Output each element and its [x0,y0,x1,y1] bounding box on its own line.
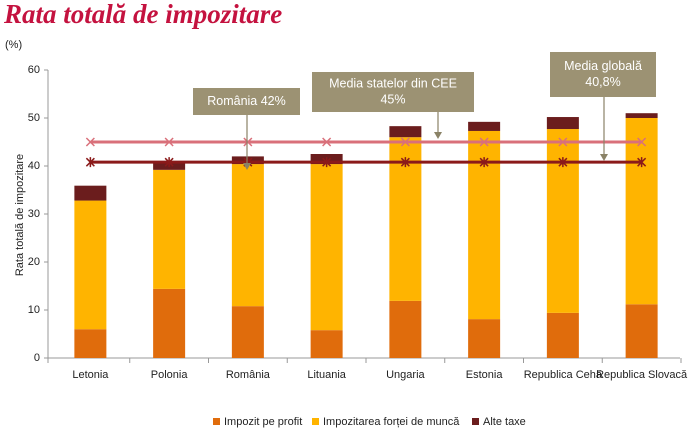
bar-segment [546,117,579,130]
bar-segment [468,121,501,131]
reference-marker [85,157,95,168]
callout-arrowhead [600,154,608,161]
bar-segment [74,329,107,358]
legend-swatch [312,418,319,425]
reference-marker [164,137,174,147]
bar-segment [153,288,186,358]
x-tick-label: Lituania [307,369,346,381]
x-tick-label: Republica Slovacă [596,369,688,381]
reference-marker [637,157,647,168]
bar-segment [546,129,579,313]
unit-label: (%) [5,39,22,51]
bar-segment [468,319,501,358]
reference-marker [637,137,647,147]
bar-segment [625,113,658,118]
reference-marker [322,137,332,147]
y-tick-label: 40 [28,160,40,172]
legend-label: Alte taxe [483,416,526,428]
x-tick-label: Estonia [466,369,504,381]
callout-arrowhead [243,163,251,170]
reference-marker [400,137,410,147]
bar-segment [74,200,107,330]
y-tick-label: 20 [28,256,40,268]
bar-segment [625,118,658,305]
reference-marker [479,137,489,147]
legend-label: Impozitarea forței de muncă [323,416,460,428]
bar-segment [153,169,186,289]
reference-marker [85,137,95,147]
y-tick-label: 30 [28,208,40,220]
callout-text: Media globală [564,59,642,73]
callout-text: România 42% [207,94,286,108]
x-tick-label: România [226,369,271,381]
y-tick-label: 10 [28,304,40,316]
legend-label: Impozit pe profit [224,416,302,428]
callout-text: 45% [380,92,405,106]
legend-swatch [472,418,479,425]
bar-segment [389,300,422,358]
callout-box [550,52,656,97]
chart-title: Rata totală de impozitare [3,0,282,29]
bar-segment [625,304,658,358]
reference-marker [400,157,410,168]
bar-segment [310,164,343,331]
callout-box [312,72,474,112]
bar-segment [546,312,579,358]
reference-marker [558,137,568,147]
callout-text: Media statelor din CEE [329,76,457,90]
x-tick-label: Republica Cehă [524,369,603,381]
reference-marker [243,137,253,147]
y-tick-label: 0 [34,352,40,364]
callout-text: 40,8% [585,75,620,89]
reference-marker [558,157,568,168]
legend-swatch [213,418,220,425]
callout-box [193,88,300,115]
callout-arrowhead [434,132,442,139]
bar-segment [389,126,422,138]
bar-segment [310,330,343,358]
x-tick-label: Ungaria [386,369,425,381]
x-tick-label: Letonia [72,369,109,381]
reference-marker [164,157,174,168]
bar-segment [74,185,107,201]
reference-marker [322,157,332,168]
bar-segment [231,164,264,307]
reference-marker [479,157,489,168]
y-tick-label: 50 [28,112,40,124]
x-tick-label: Polonia [151,369,189,381]
bar-segment [231,306,264,358]
y-axis-label: Rata totală de impozitare [14,154,26,276]
y-tick-label: 60 [28,64,40,76]
